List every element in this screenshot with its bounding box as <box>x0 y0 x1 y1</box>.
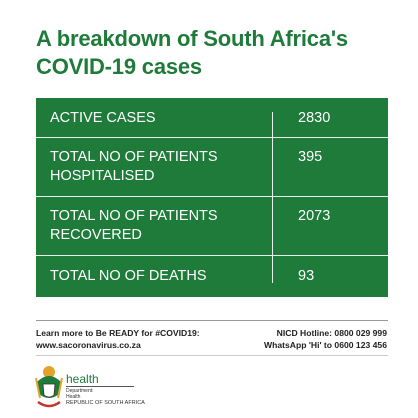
label-line: TOTAL NO OF DEATHS <box>50 268 207 284</box>
row-divider <box>36 255 388 256</box>
coat-of-arms <box>35 366 63 408</box>
logo-line: Department: <box>66 388 94 394</box>
row-label: ACTIVE CASES <box>50 109 156 128</box>
label-line: ACTIVE CASES <box>50 110 156 126</box>
footer-right: NICD Hotline: 0800 029 999 WhatsApp 'Hi'… <box>264 327 387 351</box>
footer-line: WhatsApp 'Hi' to 0600 123 456 <box>263 340 387 350</box>
logo-rule <box>66 386 134 387</box>
row-value: 2073 <box>298 208 331 224</box>
footer-left: Learn more to Be READY for #COVID19: www… <box>36 327 200 351</box>
title-line: COVID-19 cases <box>36 54 202 79</box>
row-value: 93 <box>298 268 315 284</box>
row-label: TOTAL NO OF DEATHS <box>50 267 207 286</box>
footer-link[interactable]: www.sacoronavirus.co.za <box>36 340 141 350</box>
separator <box>36 355 388 356</box>
label-line: HOSPITALISED <box>50 168 155 184</box>
footer-line: NICD Hotline: 0800 029 999 <box>276 328 387 338</box>
footer-line: Learn more to Be READY for #COVID19: <box>36 328 200 338</box>
logo-line: REPUBLIC OF SOUTH AFRICA <box>66 400 145 406</box>
label-line: TOTAL NO OF PATIENTS <box>50 149 218 165</box>
row-value: 395 <box>298 149 323 165</box>
logo-line: Health <box>66 394 81 400</box>
row-label: TOTAL NO OF PATIENTS RECOVERED <box>50 207 218 245</box>
row-value: 2830 <box>298 110 331 126</box>
column-divider <box>272 112 273 283</box>
stats-table: ACTIVE CASES 2830 TOTAL NO OF PATIENTS HO… <box>36 98 388 297</box>
logo-name: health <box>66 372 99 386</box>
label-line: TOTAL NO OF PATIENTS <box>50 208 218 224</box>
title-line: A breakdown of South Africa's <box>36 26 348 51</box>
row-divider <box>36 137 388 138</box>
title: A breakdown of South Africa's COVID-19 c… <box>36 25 348 81</box>
row-label: TOTAL NO OF PATIENTS HOSPITALISED <box>50 148 218 186</box>
row-divider <box>36 196 388 197</box>
separator <box>36 320 388 321</box>
label-line: RECOVERED <box>50 227 142 243</box>
